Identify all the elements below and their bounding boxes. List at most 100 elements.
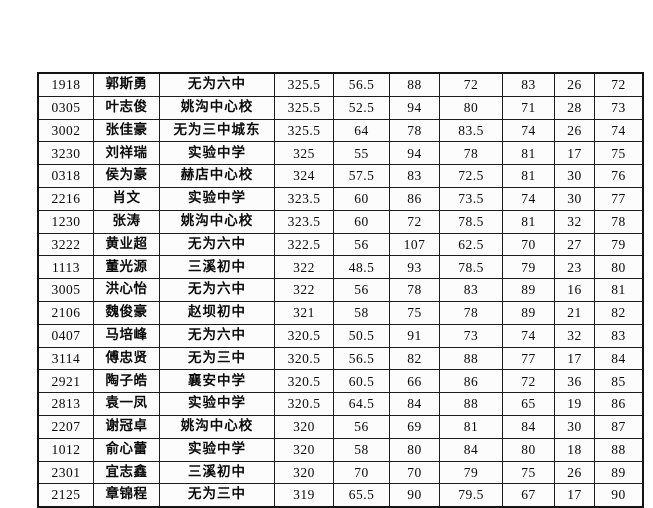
cell-school: 赫店中心校 — [159, 164, 275, 188]
cell-id: 1230 — [37, 209, 94, 234]
cell-s4: 70 — [502, 232, 555, 257]
table-row: 3114 傅忠贤 无为三中 320.5 56.5 82 88 77 17 84 — [37, 346, 644, 371]
cell-s5: 26 — [554, 72, 595, 97]
cell-total: 323.5 — [274, 209, 334, 234]
cell-s4: 77 — [502, 346, 555, 371]
cell-s3: 83.5 — [439, 118, 503, 143]
cell-rank: 80 — [594, 255, 644, 280]
table-row: 1012 俞心蕾 实验中学 320 58 80 84 80 18 88 — [37, 437, 644, 462]
cell-total: 321 — [274, 300, 334, 325]
cell-s1: 60 — [333, 209, 390, 234]
cell-s4: 67 — [502, 483, 555, 508]
cell-school: 襄安中学 — [159, 369, 275, 394]
cell-s2: 82 — [389, 346, 440, 371]
cell-total: 322 — [274, 255, 334, 280]
table-row: 2813 袁一凤 实验中学 320.5 64.5 84 88 65 19 86 — [37, 392, 644, 416]
cell-s5: 18 — [554, 437, 595, 462]
cell-s3: 78.5 — [439, 209, 503, 234]
cell-rank: 85 — [594, 369, 644, 394]
cell-s3: 73.5 — [439, 186, 503, 211]
cell-s5: 23 — [554, 255, 595, 280]
score-table: 1918 郭斯勇 无为六中 325.5 56.5 88 72 83 26 72 0305 叶志俊 姚沟中… — [37, 72, 644, 508]
cell-name: 洪心怡 — [93, 278, 160, 302]
cell-id: 2216 — [37, 186, 94, 211]
cell-s5: 32 — [554, 209, 595, 234]
cell-s2: 91 — [389, 323, 440, 348]
cell-s3: 81 — [439, 414, 503, 439]
cell-s3: 62.5 — [439, 232, 503, 257]
cell-s5: 30 — [554, 164, 595, 188]
cell-s2: 66 — [389, 369, 440, 394]
table-row: 2125 章锦程 无为三中 319 65.5 90 79.5 67 17 90 — [37, 483, 644, 508]
cell-rank: 89 — [594, 460, 644, 485]
cell-rank: 76 — [594, 164, 644, 188]
cell-name: 肖文 — [93, 186, 160, 211]
table-row: 2216 肖文 实验中学 323.5 60 86 73.5 74 30 77 — [37, 186, 644, 211]
table-row: 1230 张涛 姚沟中心校 323.5 60 72 78.5 81 32 78 — [37, 209, 644, 234]
cell-s4: 89 — [502, 300, 555, 325]
cell-rank: 73 — [594, 95, 644, 120]
cell-s4: 75 — [502, 460, 555, 485]
cell-total: 324 — [274, 164, 334, 188]
cell-school: 无为三中城东 — [159, 118, 275, 143]
cell-name: 章锦程 — [93, 483, 160, 508]
cell-s2: 90 — [389, 483, 440, 508]
cell-id: 3114 — [37, 346, 94, 371]
cell-id: 0407 — [37, 323, 94, 348]
cell-s3: 80 — [439, 95, 503, 120]
cell-s3: 86 — [439, 369, 503, 394]
table-row: 3002 张佳豪 无为三中城东 325.5 64 78 83.5 74 26 74 — [37, 118, 644, 143]
cell-id: 3230 — [37, 141, 94, 166]
cell-name: 谢冠卓 — [93, 414, 160, 439]
cell-rank: 81 — [594, 278, 644, 302]
cell-s1: 60 — [333, 186, 390, 211]
cell-s3: 78.5 — [439, 255, 503, 280]
cell-s2: 78 — [389, 278, 440, 302]
cell-total: 325.5 — [274, 118, 334, 143]
cell-school: 无为六中 — [159, 323, 275, 348]
cell-s1: 64.5 — [333, 392, 390, 416]
cell-school: 实验中学 — [159, 437, 275, 462]
cell-total: 320 — [274, 414, 334, 439]
cell-rank: 83 — [594, 323, 644, 348]
cell-name: 马培峰 — [93, 323, 160, 348]
cell-s5: 36 — [554, 369, 595, 394]
table-row: 0407 马培峰 无为六中 320.5 50.5 91 73 74 32 83 — [37, 323, 644, 348]
cell-rank: 79 — [594, 232, 644, 257]
cell-s1: 50.5 — [333, 323, 390, 348]
score-table-container: 1918 郭斯勇 无为六中 325.5 56.5 88 72 83 26 72 0305 叶志俊 姚沟中… — [37, 72, 644, 508]
cell-s3: 88 — [439, 346, 503, 371]
cell-s4: 74 — [502, 323, 555, 348]
cell-s5: 21 — [554, 300, 595, 325]
cell-s3: 78 — [439, 141, 503, 166]
cell-s4: 80 — [502, 437, 555, 462]
cell-id: 0318 — [37, 164, 94, 188]
table-row: 2921 陶子皓 襄安中学 320.5 60.5 66 86 72 36 85 — [37, 369, 644, 394]
cell-s5: 26 — [554, 118, 595, 143]
cell-total: 320 — [274, 460, 334, 485]
table-row: 1918 郭斯勇 无为六中 325.5 56.5 88 72 83 26 72 — [37, 72, 644, 97]
cell-s3: 72.5 — [439, 164, 503, 188]
cell-school: 无为三中 — [159, 483, 275, 508]
cell-s2: 80 — [389, 437, 440, 462]
cell-s3: 78 — [439, 300, 503, 325]
table-row: 2301 宜志鑫 三溪初中 320 70 70 79 75 26 89 — [37, 460, 644, 485]
cell-s3: 79.5 — [439, 483, 503, 508]
cell-s1: 64 — [333, 118, 390, 143]
cell-s3: 84 — [439, 437, 503, 462]
cell-name: 董光源 — [93, 255, 160, 280]
cell-s4: 74 — [502, 186, 555, 211]
cell-rank: 87 — [594, 414, 644, 439]
cell-name: 侯为豪 — [93, 164, 160, 188]
cell-s2: 84 — [389, 392, 440, 416]
cell-s5: 26 — [554, 460, 595, 485]
cell-s2: 86 — [389, 186, 440, 211]
cell-s5: 28 — [554, 95, 595, 120]
cell-s2: 83 — [389, 164, 440, 188]
cell-s5: 30 — [554, 414, 595, 439]
cell-total: 320.5 — [274, 369, 334, 394]
cell-name: 陶子皓 — [93, 369, 160, 394]
cell-id: 2301 — [37, 460, 94, 485]
cell-rank: 88 — [594, 437, 644, 462]
cell-rank: 86 — [594, 392, 644, 416]
